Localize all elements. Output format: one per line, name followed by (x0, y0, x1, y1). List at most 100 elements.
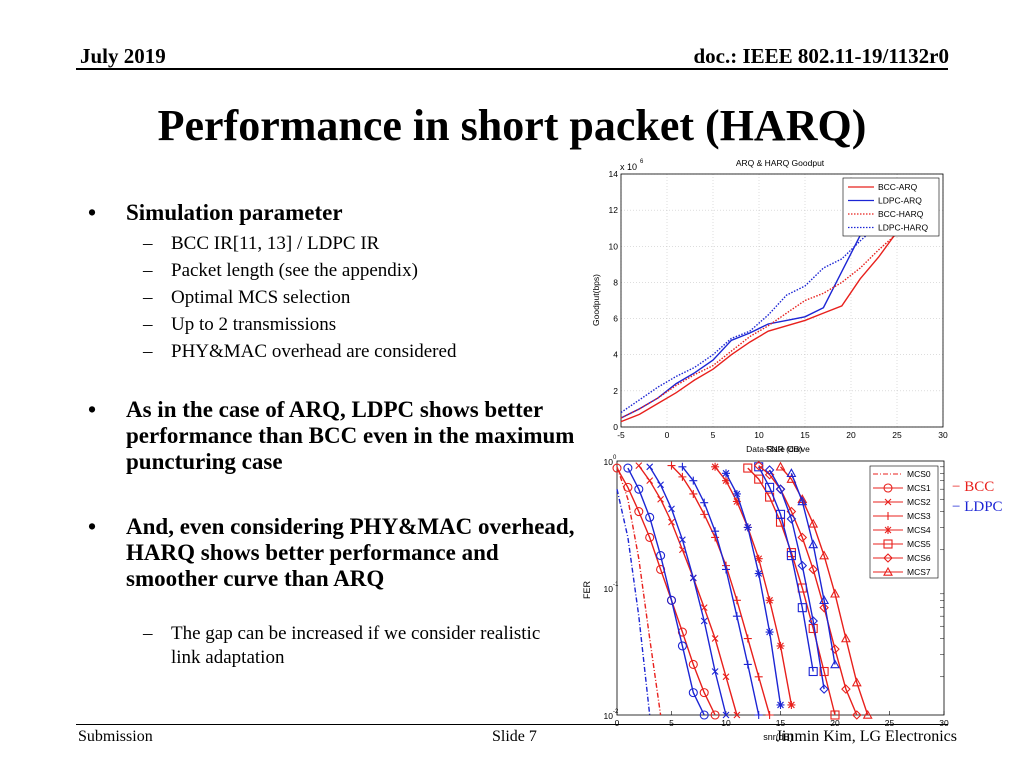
data-marker (732, 612, 741, 621)
data-marker (678, 462, 687, 471)
sub-bullet-text: Up to 2 transmissions (171, 314, 337, 335)
data-marker (819, 602, 829, 613)
x-tick-label: 15 (776, 718, 786, 728)
x-tick-label: 20 (830, 718, 840, 728)
series-line-bcc-harq (620, 233, 898, 419)
data-marker (700, 510, 709, 519)
data-marker (635, 462, 643, 469)
data-marker (775, 461, 786, 471)
header-rule (76, 68, 948, 70)
data-marker (754, 462, 764, 472)
data-marker (776, 700, 785, 709)
data-marker (689, 574, 697, 582)
data-marker (830, 588, 840, 598)
bullet-dot: • (88, 514, 97, 539)
data-marker (819, 684, 829, 694)
data-marker (634, 506, 644, 517)
data-marker (808, 518, 819, 528)
data-marker (722, 469, 730, 478)
legend-label: MCS1 (907, 483, 931, 493)
footer-slide-number: Slide 7 (492, 728, 537, 745)
x-tick-label: 15 (800, 430, 810, 440)
data-marker (754, 569, 763, 578)
data-marker (775, 509, 786, 519)
data-marker (830, 710, 840, 720)
data-marker (883, 483, 893, 493)
data-marker (645, 512, 655, 522)
series-line-mcs7 (779, 466, 869, 716)
data-marker (656, 551, 666, 561)
data-marker (786, 473, 797, 483)
series-line-mcs1 (616, 467, 716, 716)
data-marker (700, 498, 709, 507)
data-marker (689, 574, 697, 582)
series-line-mcs4 (725, 472, 782, 706)
data-marker (711, 527, 720, 536)
sub-bullet-text: BCC IR[11, 13] / LDPC IR (171, 233, 380, 254)
data-marker (657, 481, 664, 489)
data-marker (646, 463, 654, 471)
y-tick-label: 14 (609, 169, 619, 179)
x-tick-label: 10 (721, 718, 731, 728)
data-marker (830, 659, 840, 669)
y-axis-label: FER (582, 580, 592, 599)
y-tick-label: 10 (609, 241, 619, 251)
data-marker (711, 668, 719, 675)
data-marker (797, 494, 808, 503)
data-marker (764, 465, 775, 475)
x-axis-label: SNR (dB) (766, 444, 803, 454)
data-marker (830, 644, 840, 654)
data-marker (722, 711, 730, 719)
data-marker (733, 711, 741, 719)
x-tick-label: 25 (892, 430, 902, 440)
data-marker (754, 711, 763, 719)
data-marker (819, 666, 829, 677)
x-tick-label: 30 (938, 430, 948, 440)
series-line-mcs3 (670, 465, 771, 716)
data-marker (797, 532, 808, 543)
data-marker (775, 484, 786, 494)
data-marker (677, 641, 687, 651)
legend-label: MCS4 (907, 525, 931, 535)
y-multiplier: x 10 (620, 162, 637, 172)
data-marker (808, 666, 818, 677)
data-marker (678, 472, 687, 481)
slide-title: Performance in short packet (HARQ) (157, 101, 867, 150)
series-line-mcs5 (758, 466, 814, 672)
plot-frame (620, 173, 944, 428)
footer-rule (76, 724, 948, 725)
data-marker (884, 512, 892, 520)
data-marker (699, 688, 709, 698)
sub-bullet-text: PHY&MAC overhead are considered (171, 341, 457, 362)
y-tick-exp: -2 (613, 709, 619, 715)
y-tick-label: 4 (613, 350, 618, 360)
series-line-mcs5 (747, 467, 836, 716)
series-line-mcs0 (616, 489, 651, 716)
color-legend-ldpc: − LDPC (952, 499, 1003, 515)
x-tick-label: 0 (615, 718, 620, 728)
bullet-text: Simulation parameter (126, 200, 343, 225)
y-tick-label: 10 (604, 711, 614, 721)
x-tick-label: 25 (885, 718, 895, 728)
data-marker (679, 536, 686, 544)
data-marker (699, 710, 709, 720)
x-tick-label: -5 (617, 430, 625, 440)
sub-bullet-text: Optimal MCS selection (171, 287, 351, 308)
data-marker (765, 482, 775, 492)
legend-label: MCS6 (907, 553, 931, 563)
legend-label: MCS2 (907, 497, 931, 507)
data-marker (883, 566, 893, 576)
data-marker (851, 677, 862, 687)
data-marker (852, 710, 862, 720)
data-marker (668, 505, 675, 513)
series-line-mcs6 (768, 469, 825, 690)
data-marker (656, 564, 666, 574)
legend: MCS0 MCS1 MCS2 MCS3 MCS4 MCS5 MCS6 MCS7 (869, 465, 939, 579)
data-marker (711, 533, 720, 542)
x-tick-label: 0 (665, 430, 670, 440)
y-tick-label: 0 (613, 422, 618, 432)
x-tick-label: 5 (669, 718, 674, 728)
data-marker (743, 523, 752, 532)
data-marker (743, 463, 753, 473)
data-marker (688, 659, 698, 670)
